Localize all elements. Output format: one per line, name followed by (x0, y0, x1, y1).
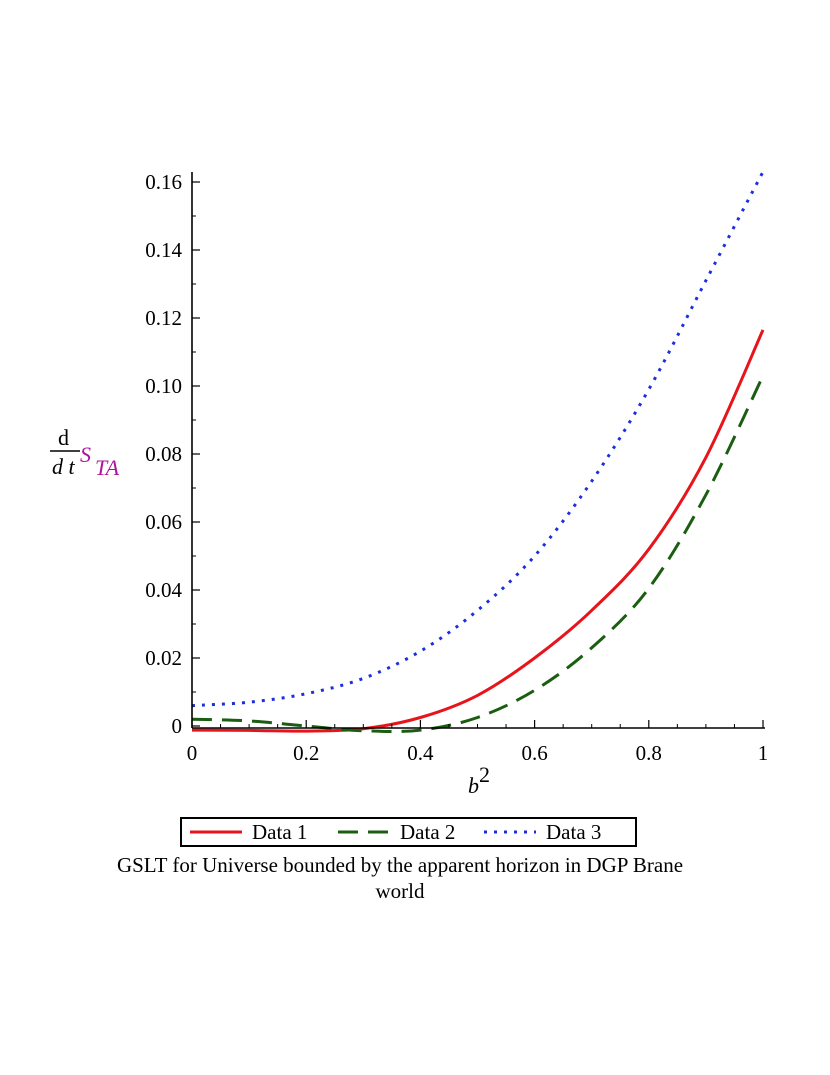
legend-item-data-1: Data 1 (188, 819, 307, 845)
y-axis-label-denominator: d t (52, 454, 76, 479)
axes-group (191, 172, 765, 729)
series-line-data-1 (191, 329, 765, 733)
caption-line-2: world (375, 879, 425, 903)
x-tick-label: 0.6 (521, 741, 547, 765)
legend-swatch-data-2 (338, 830, 390, 834)
x-tick-label: 0.2 (293, 741, 319, 765)
ticks-group: 0 0.2 0.4 0.6 0.8 1 0 0.02 0.04 0.06 0.08 0.10 0.12 0… (145, 170, 768, 765)
caption-line-1: GSLT for Universe bounded by the apparen… (116, 853, 684, 877)
legend-item-data-2: Data 2 (336, 819, 455, 845)
y-tick-label: 0.10 (145, 374, 182, 398)
y-tick-label: 0.02 (145, 646, 182, 670)
x-tick-label: 0.8 (636, 741, 662, 765)
figure-caption: GSLT for Universe bounded by the apparen… (40, 852, 760, 904)
x-axis-label: b (468, 773, 479, 798)
x-axis-label-superscript: 2 (479, 762, 490, 787)
y-tick-label: 0.16 (145, 170, 182, 194)
legend-swatch-data-3 (484, 830, 536, 834)
y-tick-label: 0.08 (145, 442, 182, 466)
y-tick-label: 0 (172, 714, 183, 738)
series-line-data-3 (191, 171, 765, 708)
y-axis-label-subscript: TA (95, 455, 120, 480)
legend: Data 1 Data 2 Data 3 (180, 817, 637, 847)
y-axis-label-symbol: S (80, 442, 91, 467)
series-line-data-2 (191, 375, 765, 734)
chart-canvas: 0 0.2 0.4 0.6 0.8 1 0 0.02 0.04 0.06 0.08 0.10 0.12 0… (50, 170, 768, 798)
legend-label-data-2: Data 2 (400, 819, 456, 844)
x-tick-label: 1 (758, 741, 769, 765)
y-axis-label-numerator: d (58, 425, 69, 450)
y-tick-label: 0.12 (145, 306, 182, 330)
x-tick-label: 0.4 (407, 741, 434, 765)
y-tick-label: 0.14 (145, 238, 182, 262)
legend-label-data-1: Data 1 (252, 819, 308, 844)
legend-label-data-3: Data 3 (546, 819, 602, 844)
y-tick-label: 0.06 (145, 510, 182, 534)
series-group (191, 171, 765, 734)
legend-swatch-data-1 (190, 830, 242, 834)
y-tick-label: 0.04 (145, 578, 182, 602)
x-tick-label: 0 (187, 741, 198, 765)
legend-item-data-3: Data 3 (482, 819, 601, 845)
